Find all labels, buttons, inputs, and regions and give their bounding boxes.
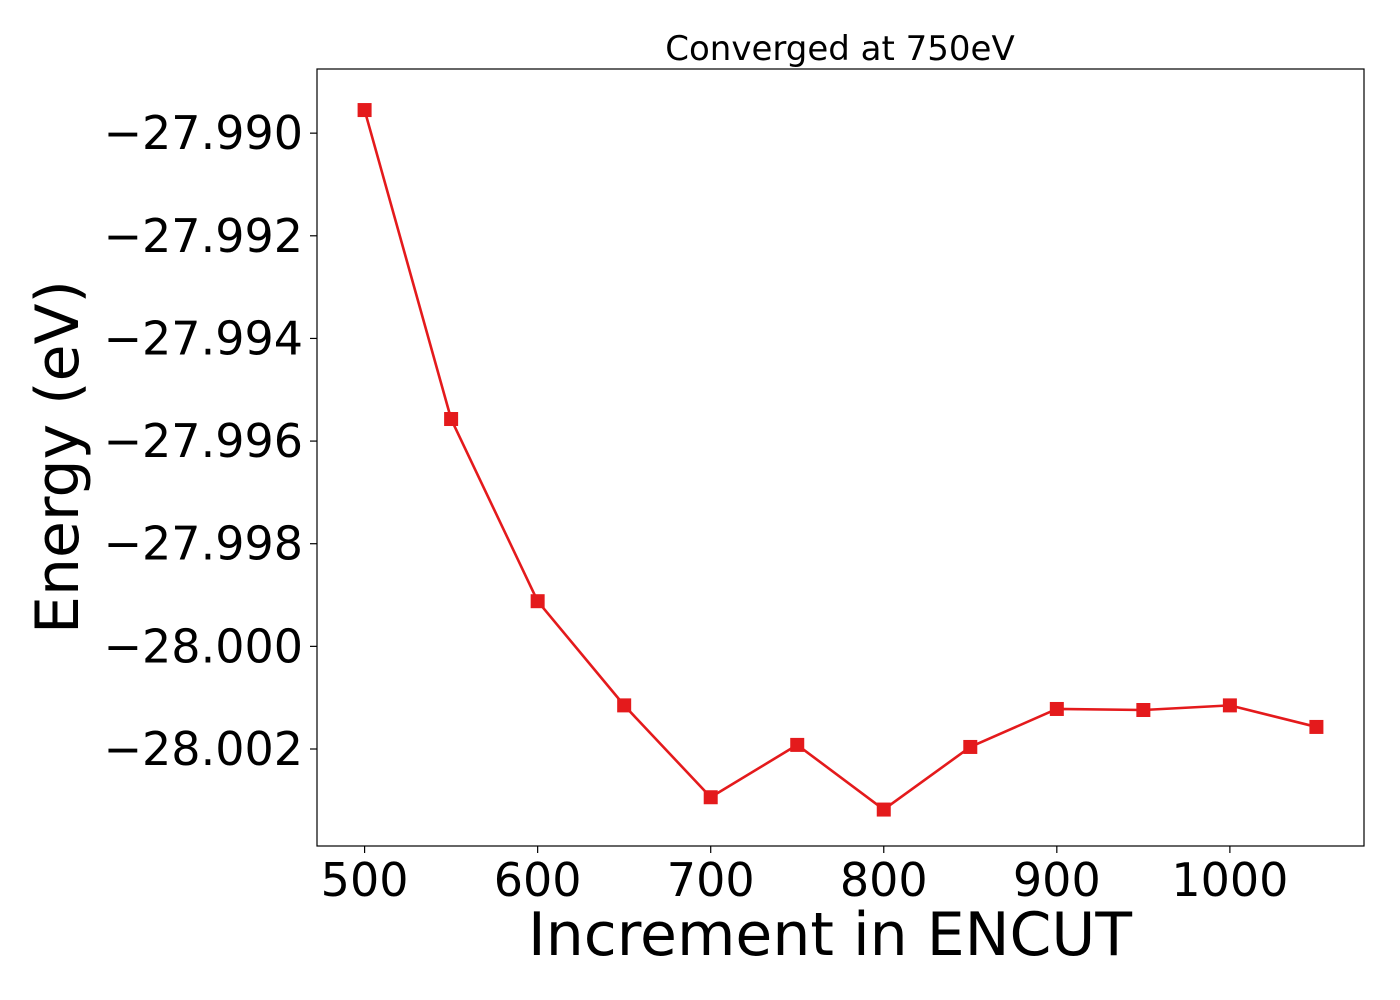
x-tick-label: 500	[321, 853, 409, 907]
series-line	[363, 109, 1317, 811]
plot-area	[316, 68, 1365, 847]
data-point-marker	[876, 802, 891, 817]
y-tick-label: −27.994	[104, 311, 304, 365]
data-point-marker	[1136, 702, 1151, 717]
y-tick-label: −27.998	[104, 517, 304, 571]
data-point-marker	[1309, 719, 1324, 734]
y-axis-title: Energy (eV)	[23, 280, 93, 634]
data-point-marker	[444, 412, 459, 427]
data-point-marker	[530, 594, 545, 609]
x-tick-label: 1000	[1171, 853, 1288, 907]
chart-title: Converged at 750eV	[665, 29, 1014, 69]
data-point-marker	[1222, 698, 1237, 713]
data-series	[357, 103, 1324, 817]
y-tick-label: −27.992	[104, 209, 304, 263]
y-tick-label: −27.996	[104, 414, 304, 468]
y-tick-label: −27.990	[104, 106, 304, 160]
y-tick-label: −28.002	[104, 722, 304, 776]
data-point-marker	[1049, 701, 1064, 716]
x-tick-label: 700	[667, 853, 755, 907]
x-tick-label: 900	[1013, 853, 1101, 907]
y-axis: −27.990 −27.992 −27.994 −27.996 −27.998 −28.0…	[104, 106, 317, 776]
x-tick-label: 800	[840, 853, 928, 907]
data-point-marker	[963, 739, 978, 754]
data-point-marker	[357, 103, 372, 118]
x-tick-label: 600	[494, 853, 582, 907]
data-point-marker	[617, 698, 632, 713]
x-axis: 500 600 700 800 900 1000	[321, 846, 1288, 907]
y-tick-label: −28.000	[104, 619, 304, 673]
x-axis-title: Increment in ENCUT	[528, 900, 1132, 970]
data-point-marker	[790, 737, 805, 752]
data-point-marker	[703, 790, 718, 805]
